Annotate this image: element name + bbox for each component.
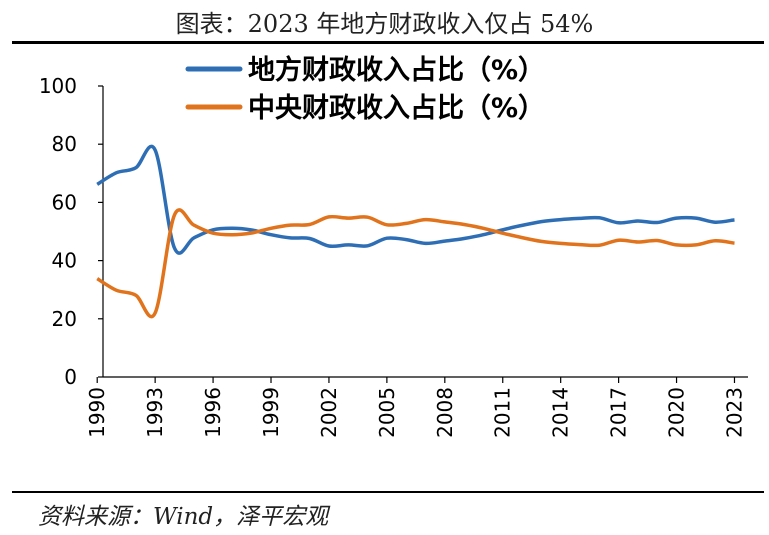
line-chart: 0 20 40 60 80 100 1990 1993 1996 1999 2002 2005 200… (39, 54, 748, 438)
x-tick-label: 2011 (491, 387, 515, 438)
x-tick-label: 2005 (375, 387, 399, 438)
x-tick-label: 2008 (433, 387, 457, 438)
axes (96, 85, 748, 383)
y-tick-labels: 0 20 40 60 80 100 (39, 74, 77, 389)
series-line-central (96, 208, 735, 319)
x-tick-label: 2017 (607, 387, 631, 438)
x-tick-label: 1999 (259, 387, 283, 438)
y-tick-label: 100 (39, 74, 77, 98)
legend-label-local: 地方财政收入占比（%） (248, 54, 545, 86)
y-tick-label: 40 (52, 249, 77, 273)
x-tick-label: 1993 (143, 387, 167, 438)
x-tick-label: 1990 (85, 387, 109, 438)
x-tick-labels: 1990 1993 1996 1999 2002 2005 2008 2011 2014 2017… (85, 387, 746, 438)
top-rule (12, 41, 764, 44)
y-tick-label: 0 (64, 365, 77, 389)
x-tick-label: 1996 (201, 387, 225, 438)
x-tick-label: 2002 (317, 387, 341, 438)
source-note: 资料来源：Wind，泽平宏观 (38, 504, 329, 530)
y-tick-label: 80 (52, 132, 77, 156)
chart-title: 图表：2023 年地方财政收入仅占 54% (175, 10, 594, 38)
x-tick-label: 2020 (665, 387, 689, 438)
series-lines (96, 144, 735, 319)
series-line-local (96, 144, 735, 255)
x-tick-label: 2023 (722, 387, 746, 438)
legend-label-central: 中央财政收入占比（%） (248, 93, 545, 124)
legend: 地方财政收入占比（%） 中央财政收入占比（%） (185, 54, 545, 124)
y-tick-label: 60 (52, 190, 77, 214)
x-tick-label: 2014 (549, 387, 573, 438)
y-tick-label: 20 (52, 307, 77, 331)
bottom-rule (12, 491, 764, 493)
